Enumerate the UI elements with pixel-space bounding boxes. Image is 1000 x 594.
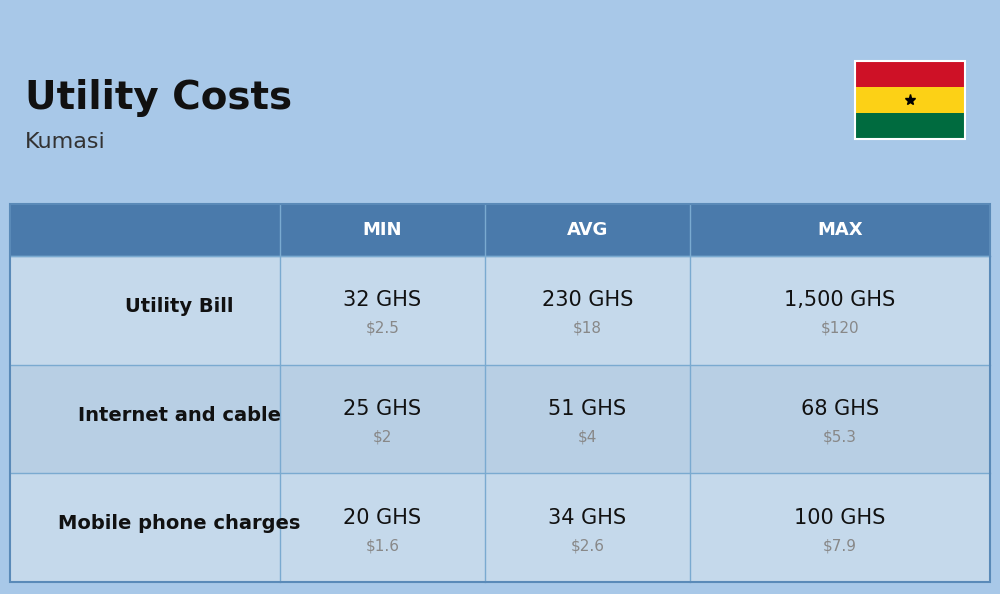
FancyBboxPatch shape [855, 113, 965, 139]
FancyBboxPatch shape [11, 260, 77, 361]
Text: 100 GHS: 100 GHS [794, 508, 886, 527]
FancyBboxPatch shape [10, 365, 990, 473]
FancyBboxPatch shape [10, 256, 990, 365]
Text: $4: $4 [578, 429, 597, 444]
FancyBboxPatch shape [855, 87, 965, 113]
Text: MAX: MAX [817, 221, 863, 239]
Text: Utility Costs: Utility Costs [25, 79, 292, 117]
Text: 68 GHS: 68 GHS [801, 399, 879, 419]
FancyBboxPatch shape [11, 369, 77, 469]
Text: 20 GHS: 20 GHS [343, 508, 422, 527]
Text: $2: $2 [373, 429, 392, 444]
Text: 32 GHS: 32 GHS [343, 290, 422, 310]
Text: $2.6: $2.6 [570, 538, 604, 553]
Text: Internet and cable: Internet and cable [78, 406, 280, 425]
Text: 1,500 GHS: 1,500 GHS [784, 290, 896, 310]
FancyBboxPatch shape [10, 473, 990, 582]
Text: $7.9: $7.9 [823, 538, 857, 553]
Text: AVG: AVG [567, 221, 608, 239]
Text: 25 GHS: 25 GHS [343, 399, 422, 419]
Text: 34 GHS: 34 GHS [548, 508, 627, 527]
Text: Mobile phone charges: Mobile phone charges [58, 514, 300, 533]
Text: $5.3: $5.3 [823, 429, 857, 444]
Text: Utility Bill: Utility Bill [125, 297, 233, 316]
Text: $2.5: $2.5 [366, 321, 399, 336]
FancyBboxPatch shape [11, 478, 77, 578]
Text: Kumasi: Kumasi [25, 132, 106, 152]
FancyBboxPatch shape [10, 204, 990, 256]
Text: $1.6: $1.6 [366, 538, 400, 553]
Text: 51 GHS: 51 GHS [548, 399, 627, 419]
Text: MIN: MIN [363, 221, 402, 239]
FancyBboxPatch shape [855, 61, 965, 87]
Text: $18: $18 [573, 321, 602, 336]
Text: $120: $120 [821, 321, 859, 336]
Text: 230 GHS: 230 GHS [542, 290, 633, 310]
